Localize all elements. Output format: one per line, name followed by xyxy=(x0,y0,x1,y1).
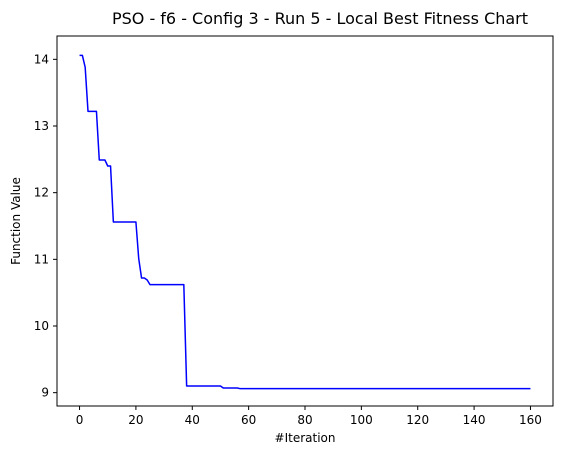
y-tick-label: 10 xyxy=(34,319,49,333)
x-tick-label: 0 xyxy=(76,413,84,427)
x-tick-label: 140 xyxy=(463,413,486,427)
y-axis-label: Function Value xyxy=(9,177,23,265)
x-tick-label: 80 xyxy=(297,413,312,427)
x-tick-label: 20 xyxy=(128,413,143,427)
plot-area xyxy=(56,35,554,407)
x-tick-label: 120 xyxy=(406,413,429,427)
series-layer xyxy=(79,54,531,390)
y-tick-label: 12 xyxy=(34,186,49,200)
x-axis: 0 20 40 60 80 100 120 140 160 xyxy=(76,406,542,427)
x-axis-label: #Iteration xyxy=(275,431,336,445)
x-tick-label: 160 xyxy=(519,413,542,427)
y-tick-label: 11 xyxy=(34,252,49,266)
y-tick-label: 9 xyxy=(41,386,49,400)
x-tick-label: 40 xyxy=(185,413,200,427)
x-tick-label: 60 xyxy=(241,413,256,427)
y-tick-label: 14 xyxy=(34,52,49,66)
y-tick-label: 13 xyxy=(34,119,49,133)
x-tick-label: 100 xyxy=(350,413,373,427)
series-line xyxy=(79,54,531,390)
chart-title: PSO - f6 - Config 3 - Run 5 - Local Best… xyxy=(112,9,528,28)
y-axis: 9 10 11 12 13 14 xyxy=(34,52,57,400)
